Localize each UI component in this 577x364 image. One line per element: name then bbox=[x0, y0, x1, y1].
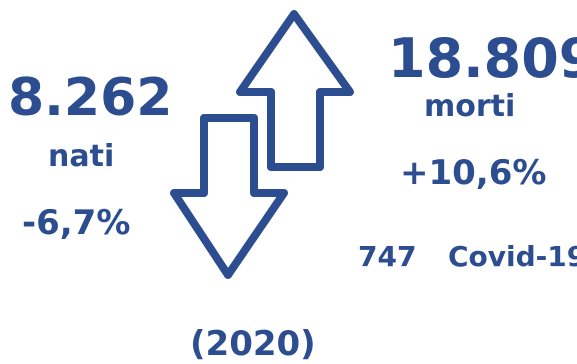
births-change: -6,7% bbox=[22, 206, 130, 240]
covid-count: 747 bbox=[358, 243, 416, 271]
births-value: 8.262 bbox=[8, 72, 172, 124]
deaths-label: morti bbox=[424, 92, 515, 122]
covid-label: Covid-19 bbox=[448, 243, 577, 271]
births-label: nati bbox=[48, 142, 114, 172]
deaths-value: 18.809 bbox=[388, 32, 577, 86]
deaths-change: +10,6% bbox=[400, 156, 546, 190]
year-label: (2020) bbox=[190, 327, 316, 361]
